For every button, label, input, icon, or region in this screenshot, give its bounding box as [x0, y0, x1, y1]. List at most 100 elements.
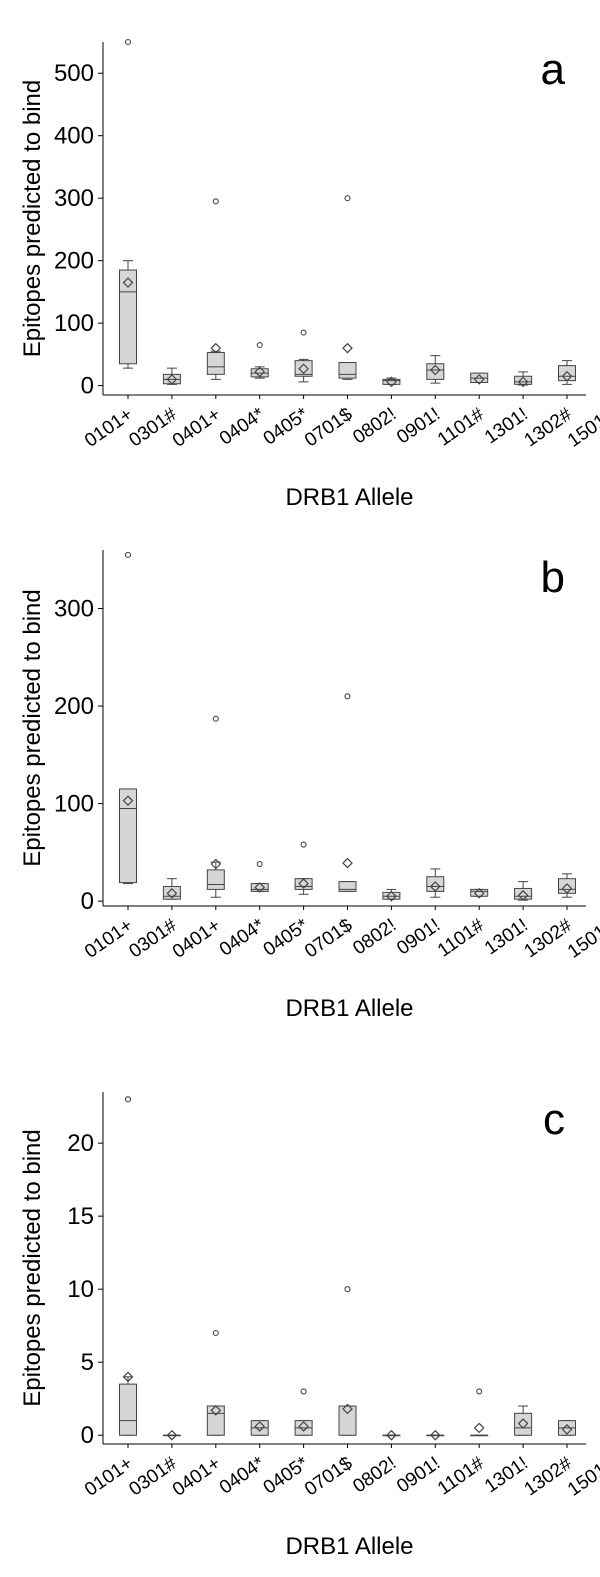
mean-marker	[386, 1429, 397, 1441]
box-iqr	[119, 788, 137, 884]
mean-marker	[386, 890, 397, 902]
x-tick-label: 1302#	[521, 1453, 577, 1501]
outlier-point	[300, 1388, 307, 1395]
box-0802!	[382, 1429, 401, 1441]
x-tick-label: 0301#	[125, 404, 181, 452]
mean-marker	[342, 342, 353, 354]
mean-marker	[298, 1421, 309, 1432]
panel-label: a	[541, 45, 566, 94]
x-tick-label: 0301#	[125, 1453, 181, 1501]
box-1301!	[514, 881, 533, 901]
mean-marker	[210, 342, 222, 354]
outlier-point	[300, 329, 307, 336]
box-1302#	[558, 360, 576, 385]
mean-marker	[473, 887, 485, 899]
box-1302#	[558, 1420, 576, 1436]
x-tick-label: 1101#	[434, 404, 489, 451]
box-iqr	[250, 883, 269, 892]
panel-label: b	[541, 553, 565, 602]
box-0101+	[119, 1096, 137, 1436]
y-tick-label: 15	[67, 1203, 94, 1230]
box-iqr	[206, 1405, 225, 1436]
y-tick-label: 20	[67, 1130, 94, 1157]
mean-marker	[122, 277, 134, 288]
outlier-point	[344, 693, 351, 700]
box-0401+	[206, 1329, 225, 1436]
y-tick-label: 200	[54, 248, 94, 275]
x-tick-label: 0701$	[301, 1453, 357, 1501]
box-0404*	[250, 1420, 269, 1436]
y-tick-label: 0	[81, 888, 94, 915]
y-tick-label: 100	[54, 310, 94, 337]
x-tick-label: 1302#	[521, 404, 577, 452]
x-tick-label: 0404*	[216, 915, 269, 961]
x-tick-label: 1101#	[434, 915, 489, 962]
mean-marker	[166, 887, 178, 899]
box-iqr	[338, 362, 357, 379]
x-tick-label: 0401+	[169, 915, 225, 963]
box-0101+	[119, 38, 137, 369]
outlier-point	[344, 195, 351, 202]
mean-marker	[473, 1422, 485, 1434]
mean-marker	[342, 1403, 353, 1415]
panel-label: c	[543, 1095, 565, 1144]
box-0901!	[426, 355, 445, 384]
box-iqr	[514, 375, 533, 385]
mean-marker	[298, 878, 309, 889]
box-0701$	[338, 1286, 357, 1436]
mean-marker	[210, 858, 222, 870]
box-iqr	[558, 878, 576, 894]
box-0301#	[162, 878, 181, 900]
box-iqr	[206, 352, 225, 375]
x-tick-label: 0901!	[393, 404, 444, 448]
box-0404*	[250, 341, 269, 379]
x-tick-label: 1301!	[481, 404, 532, 448]
x-tick-label: 0101+	[81, 1453, 137, 1501]
x-tick-label: 0802!	[349, 1453, 400, 1497]
x-tick-label: 0802!	[349, 404, 400, 448]
outlier-point	[256, 341, 263, 349]
x-tick-label: 0701$	[301, 915, 357, 963]
outlier-point	[124, 1096, 132, 1103]
box-0802!	[382, 888, 401, 902]
box-iqr	[338, 1405, 357, 1436]
box-iqr	[558, 365, 576, 382]
box-0404*	[250, 861, 269, 893]
x-axis-title: DRB1 Allele	[285, 995, 413, 1022]
box-iqr	[294, 360, 313, 377]
mean-marker	[298, 363, 309, 375]
mean-marker	[517, 376, 529, 388]
box-0701$	[338, 693, 357, 892]
x-tick-label: 0405*	[260, 1453, 313, 1499]
mean-marker	[517, 889, 529, 901]
box-0405*	[294, 841, 313, 895]
outlier-point	[344, 1286, 351, 1293]
box-iqr	[338, 881, 357, 892]
box-0301#	[162, 367, 181, 385]
y-tick-label: 0	[81, 373, 94, 400]
box-0701$	[338, 195, 357, 380]
x-tick-label: 0405*	[260, 404, 313, 450]
y-axis-title: Epitopes predicted to bind	[19, 589, 46, 867]
mean-marker	[122, 795, 134, 807]
x-tick-label: 1501+	[564, 404, 600, 452]
x-axis-title: DRB1 Allele	[285, 1533, 413, 1560]
x-tick-label: 0405*	[260, 915, 313, 961]
box-iqr	[119, 1383, 137, 1436]
outlier-point	[256, 861, 263, 868]
box-0901!	[426, 1429, 445, 1441]
x-tick-label: 0404*	[216, 1453, 269, 1499]
mean-marker	[254, 366, 266, 378]
y-tick-label: 300	[54, 596, 94, 623]
x-tick-label: 0401+	[169, 1453, 225, 1501]
x-tick-label: 0301#	[125, 915, 181, 963]
y-tick-label: 200	[54, 693, 94, 720]
box-0405*	[294, 1388, 313, 1436]
outlier-point	[476, 1388, 483, 1395]
x-tick-label: 1101#	[434, 1453, 489, 1500]
y-axis-title: Epitopes predicted to bind	[19, 80, 46, 358]
outlier-point	[124, 551, 132, 558]
mean-marker	[561, 370, 573, 382]
mean-marker	[166, 374, 178, 385]
